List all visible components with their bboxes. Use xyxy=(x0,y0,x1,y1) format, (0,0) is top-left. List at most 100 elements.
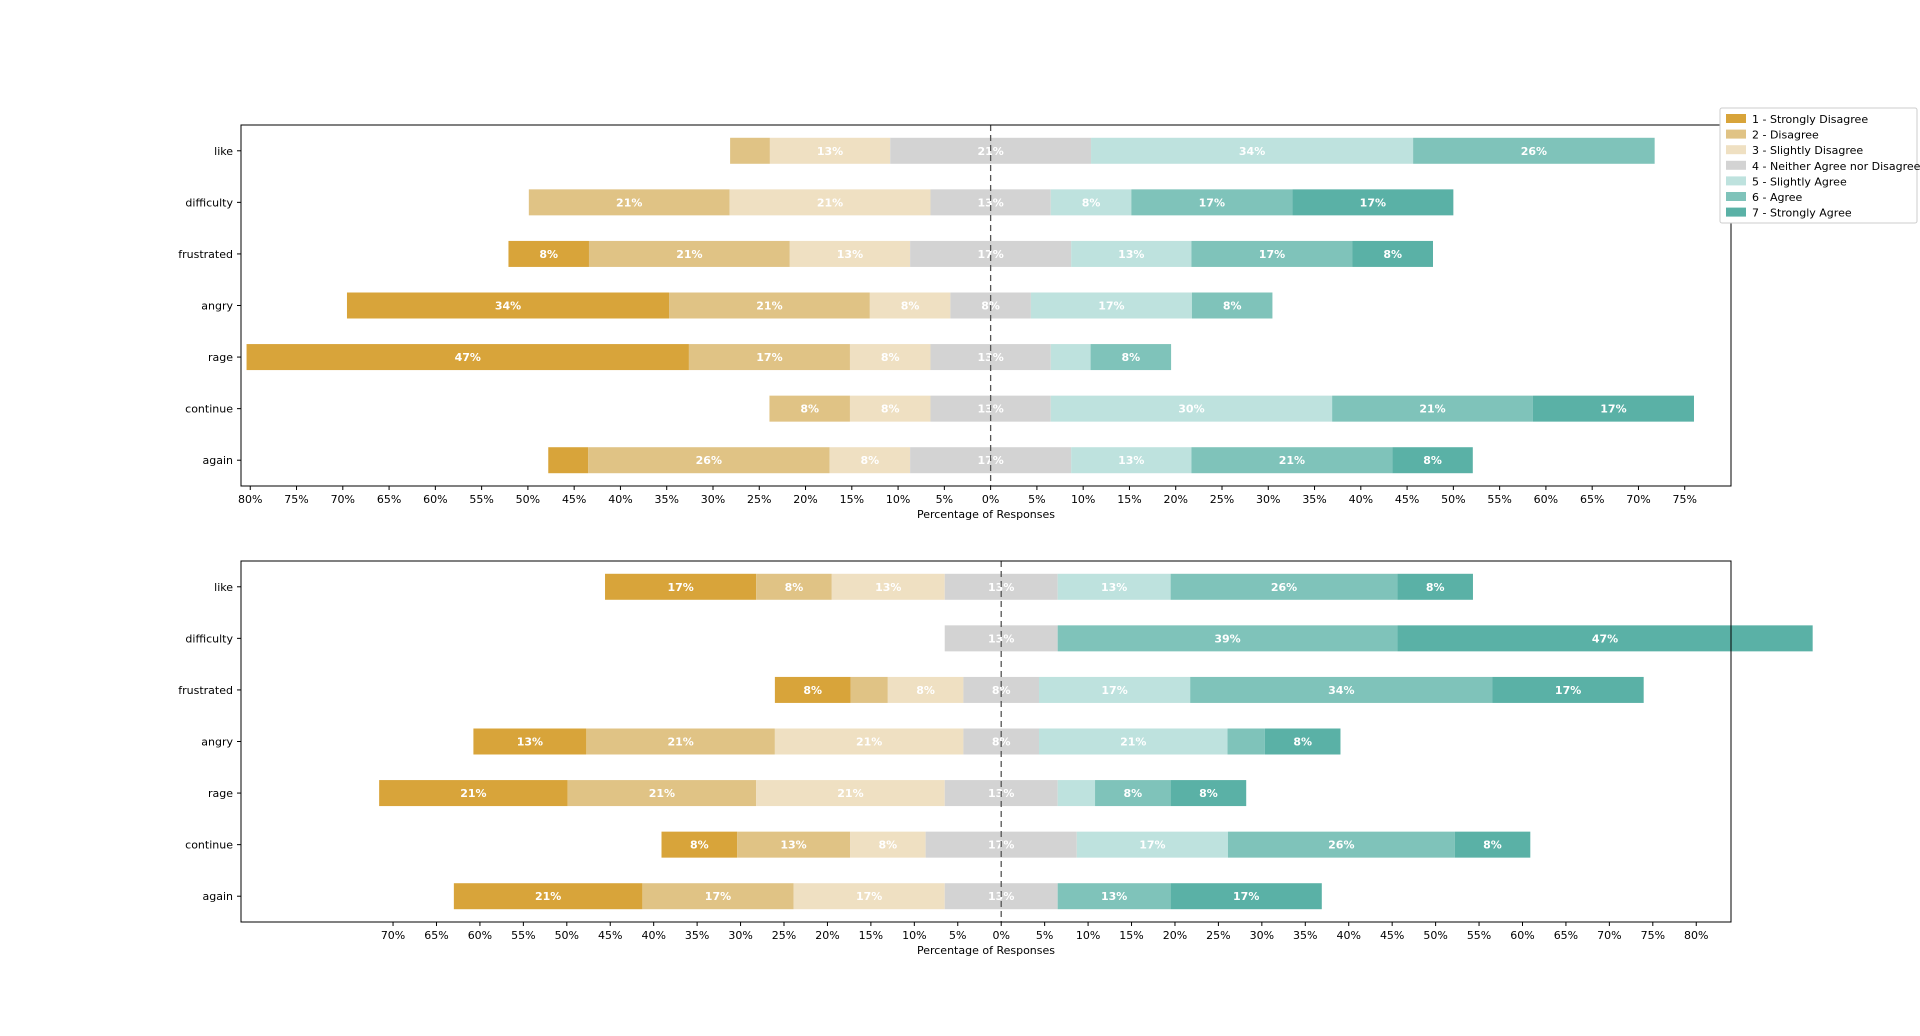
bar-segment xyxy=(661,831,738,858)
category-label: rage xyxy=(208,351,233,364)
x-tick-label: 5% xyxy=(1028,493,1045,506)
x-tick-label: 20% xyxy=(1163,929,1187,942)
data-label: 13% xyxy=(1118,454,1144,467)
x-tick-label: 60% xyxy=(423,493,447,506)
x-tick-label: 30% xyxy=(728,929,752,942)
bar-segment xyxy=(588,447,830,474)
bar-segment xyxy=(1170,780,1247,807)
bar-segment xyxy=(1190,676,1493,703)
data-label: 26% xyxy=(1271,581,1297,594)
x-tick-label: 75% xyxy=(1641,929,1665,942)
data-label: 26% xyxy=(1521,145,1547,158)
data-label: 21% xyxy=(856,736,882,749)
data-label: 39% xyxy=(1214,632,1240,645)
data-label: 17% xyxy=(856,890,882,903)
bar-segment xyxy=(1292,189,1454,216)
data-label: 13% xyxy=(1118,248,1144,261)
data-label: 13% xyxy=(817,145,843,158)
x-tick-label: 35% xyxy=(654,493,678,506)
x-tick-label: 45% xyxy=(1395,493,1419,506)
bar-segment xyxy=(849,344,931,371)
x-tick-label: 70% xyxy=(381,929,405,942)
data-label: 30% xyxy=(1178,403,1204,416)
x-tick-label: 15% xyxy=(1117,493,1141,506)
x-tick-label: 75% xyxy=(1673,493,1697,506)
data-label: 17% xyxy=(1600,403,1626,416)
bar-segment xyxy=(1532,395,1694,422)
data-label: 8% xyxy=(1483,839,1502,852)
legend: 1 - Strongly Disagree 2 - Disagree 3 - Sli… xyxy=(1719,107,1920,224)
bar-segment xyxy=(1057,625,1398,652)
data-label: 8% xyxy=(803,684,822,697)
data-label: 8% xyxy=(1383,248,1402,261)
data-label: 13% xyxy=(780,839,806,852)
bar-segment xyxy=(1131,189,1293,216)
likert-chart-bottom: 17% 8% 13% 13% 13% 26% 8% like 13% 39% 47% difficul… xyxy=(178,560,1813,957)
category-label: again xyxy=(203,454,234,467)
bar-segment xyxy=(586,728,775,755)
bar-segment xyxy=(774,728,964,755)
bar-segment xyxy=(246,344,689,371)
category-label: like xyxy=(214,145,233,158)
bar-segment xyxy=(869,292,951,319)
data-label: 13% xyxy=(875,581,901,594)
likert-chart-top: 13% 21% 34% 26% like 21% 21% 13% 8% 17% 17% difficu… xyxy=(178,124,1732,521)
x-tick-label: 25% xyxy=(1210,493,1234,506)
bar-segment xyxy=(473,728,587,755)
x-axis-label: Percentage of Responses xyxy=(917,944,1055,957)
x-tick-label: 50% xyxy=(1441,493,1465,506)
x-tick-label: 10% xyxy=(902,929,926,942)
legend-swatch xyxy=(1726,129,1746,139)
bar-segment xyxy=(1050,189,1132,216)
bar-segment xyxy=(1332,395,1533,422)
bar-segment xyxy=(688,344,850,371)
bar-segment xyxy=(1038,676,1191,703)
bar-segment xyxy=(1227,728,1265,755)
x-tick-label: 70% xyxy=(1626,493,1650,506)
x-tick-label: 30% xyxy=(1250,929,1274,942)
data-label: 17% xyxy=(1139,839,1165,852)
data-label: 8% xyxy=(539,248,558,261)
bar-segment xyxy=(1413,137,1655,164)
bar-segment xyxy=(1057,573,1171,600)
bar-segment xyxy=(1264,728,1341,755)
x-tick-label: 30% xyxy=(1256,493,1280,506)
x-tick-label: 30% xyxy=(701,493,725,506)
legend-label: 5 - Slightly Agree xyxy=(1752,175,1847,188)
x-tick-label: 55% xyxy=(469,493,493,506)
data-label: 17% xyxy=(756,351,782,364)
data-label: 21% xyxy=(616,196,642,209)
x-tick-label: 25% xyxy=(747,493,771,506)
x-tick-label: 65% xyxy=(1554,929,1578,942)
data-label: 8% xyxy=(1426,581,1445,594)
x-tick-label: 40% xyxy=(641,929,665,942)
x-tick-label: 5% xyxy=(949,929,966,942)
x-tick-label: 15% xyxy=(840,493,864,506)
data-label: 8% xyxy=(1121,351,1140,364)
data-label: 13% xyxy=(988,632,1014,645)
bar-segment xyxy=(1170,573,1398,600)
bar-segment xyxy=(730,137,770,164)
bar-segment xyxy=(1057,780,1096,807)
x-tick-label: 55% xyxy=(1467,929,1491,942)
data-label: 8% xyxy=(901,300,920,313)
x-tick-label: 40% xyxy=(1349,493,1373,506)
x-tick-label: 40% xyxy=(608,493,632,506)
bar-segment xyxy=(605,573,757,600)
legend-swatch xyxy=(1726,207,1746,217)
x-tick-label: 60% xyxy=(1510,929,1534,942)
x-tick-label: 65% xyxy=(424,929,448,942)
x-tick-label: 20% xyxy=(815,929,839,942)
bar-segment xyxy=(831,573,945,600)
data-label: 21% xyxy=(756,300,782,313)
data-label: 13% xyxy=(988,581,1014,594)
x-tick-label: 80% xyxy=(1684,929,1708,942)
x-tick-label: 60% xyxy=(1534,493,1558,506)
x-tick-label: 65% xyxy=(377,493,401,506)
x-tick-label: 25% xyxy=(772,929,796,942)
data-label: 13% xyxy=(977,196,1003,209)
data-label: 47% xyxy=(1592,632,1618,645)
legend-label: 3 - Slightly Disagree xyxy=(1752,144,1863,157)
legend-label: 6 - Agree xyxy=(1752,191,1803,204)
